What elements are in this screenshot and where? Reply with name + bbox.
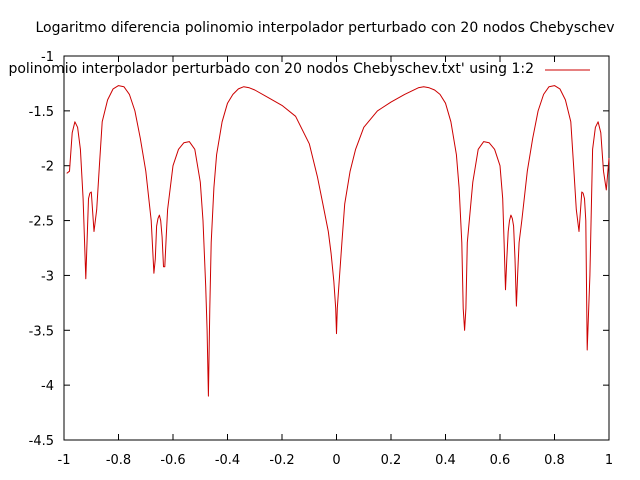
y-tick-label: -4	[41, 379, 54, 394]
y-tick-label: -2.5	[29, 215, 54, 230]
plot-frame	[63, 55, 610, 441]
x-tick-label: 0.8	[544, 453, 565, 468]
data-series	[66, 85, 610, 397]
series-line	[66, 85, 610, 397]
legend-label: polinomio interpolador perturbado con 20…	[8, 61, 534, 77]
x-tick-label: -1	[58, 453, 71, 468]
x-tick-label: 0	[332, 453, 340, 468]
x-tick-label: 0.2	[381, 453, 402, 468]
x-tick-label: 0.4	[435, 453, 456, 468]
x-tick-label: 0.6	[490, 453, 511, 468]
y-tick-label: -3.5	[29, 324, 54, 339]
y-axis: -1 -1.5 -2 -2.5 -3 -3.5 -4 -4.5	[29, 50, 609, 449]
x-tick-label: -0.6	[160, 453, 185, 468]
y-tick-label: -3	[41, 269, 54, 284]
y-tick-label: -4.5	[29, 434, 54, 449]
y-tick-label: -1	[41, 50, 54, 65]
x-tick-label: 1	[605, 453, 613, 468]
y-tick-label: -2	[41, 160, 54, 175]
x-tick-label: -0.2	[269, 453, 294, 468]
chart-title: Logaritmo diferencia polinomio interpola…	[35, 20, 614, 36]
x-tick-label: -0.8	[106, 453, 131, 468]
x-tick-label: -0.4	[215, 453, 240, 468]
legend: polinomio interpolador perturbado con 20…	[8, 61, 590, 77]
x-axis: -1 -0.8 -0.6 -0.4 -0.2 0 0.2 0.4 0.6 0.8 1	[58, 56, 613, 468]
y-tick-label: -1.5	[29, 105, 54, 120]
